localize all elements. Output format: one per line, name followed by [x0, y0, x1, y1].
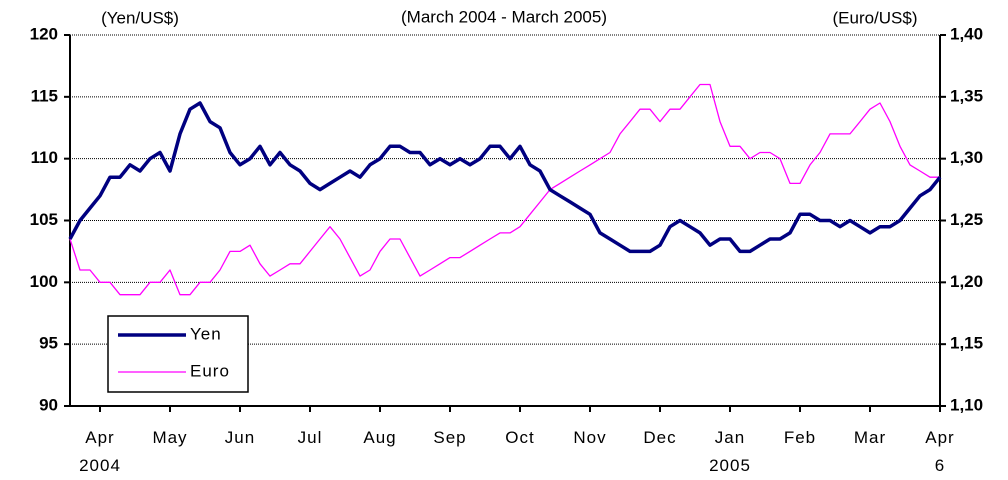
x-tick-label: Jan 2005 [709, 428, 751, 475]
y-tick-label: 90 [39, 395, 58, 414]
legend: Yen Euro [107, 315, 249, 393]
x-tick-label: Nov [573, 428, 607, 447]
x-tick-label: Mar [853, 428, 887, 447]
x-tick-label: Sep [433, 428, 467, 447]
y2-tick-label: 1,30 [950, 148, 983, 167]
y-tick-label: 105 [30, 210, 58, 229]
x-tick-label: Apr 2004 [79, 428, 121, 475]
y2-tick-label: 1,20 [950, 272, 983, 291]
x-tick-label: Jun [224, 428, 256, 447]
line-series [69, 83, 940, 296]
y2-tick-label: 1,40 [950, 24, 983, 43]
x-tick-label: Apr 6 [925, 428, 955, 475]
y-tick-label: 110 [31, 148, 58, 167]
legend-label: Euro [190, 361, 230, 380]
x-tick-label: May [152, 428, 188, 447]
y-axis-title: (Yen/US$) [101, 8, 179, 27]
y2-axis-title: (Euro/US$) [832, 8, 917, 27]
y-tick-label: 95 [39, 334, 58, 353]
line-series [68, 101, 942, 254]
x-tick-label: Oct [505, 428, 535, 447]
y-tick-label: 120 [30, 24, 58, 43]
y-tick-label: 115 [31, 86, 58, 105]
x-tick-label: Jul [297, 428, 323, 447]
y2-tick-label: 1,25 [950, 210, 983, 229]
legend-label: Yen [190, 324, 222, 343]
x-tick-label: Aug [363, 428, 397, 447]
x-tick-label: Dec [643, 428, 677, 447]
x-tick-label: Feb [783, 428, 817, 447]
y-tick-label: 100 [30, 272, 58, 291]
y2-tick-label: 1,35 [950, 86, 983, 105]
legend-box [107, 315, 249, 393]
y2-tick-label: 1,15 [950, 334, 983, 353]
chart-title: (March 2004 - March 2005) [401, 7, 607, 26]
y2-tick-label: 1,10 [950, 395, 983, 414]
